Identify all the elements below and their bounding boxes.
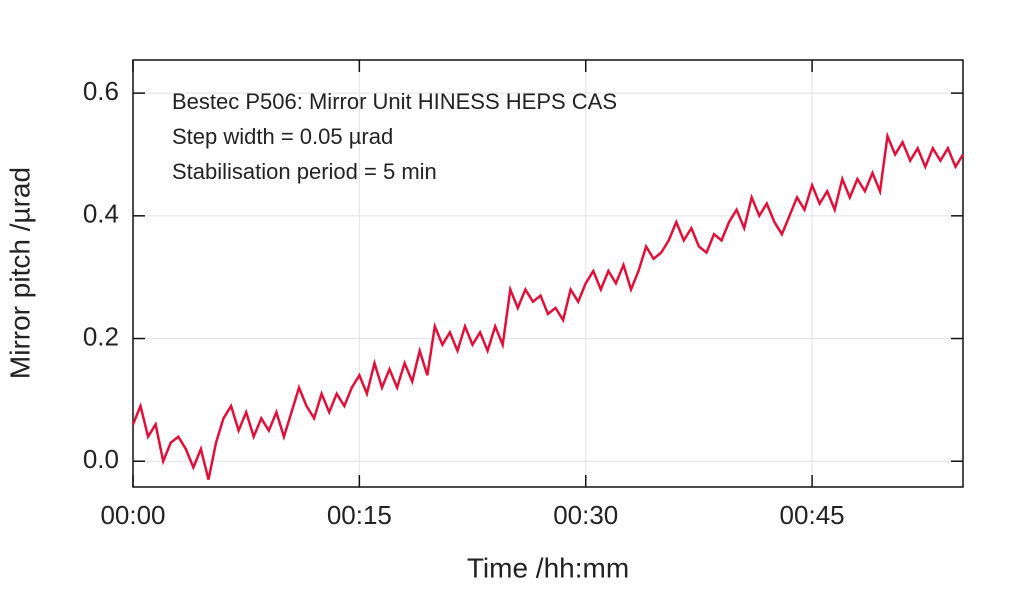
x-tick-label: 00:45	[780, 500, 845, 530]
x-tick-label: 00:00	[100, 500, 165, 530]
annotation: Step width = 0.05 µrad	[172, 124, 393, 149]
x-tick-label: 00:15	[327, 500, 392, 530]
data-line	[131, 131, 965, 480]
x-axis-label: Time /hh:mm	[467, 552, 629, 583]
y-axis-label: Mirror pitch /µrad	[4, 167, 35, 379]
x-tick-label: 00:30	[553, 500, 618, 530]
annotation: Stabilisation period = 5 min	[172, 159, 437, 184]
y-tick-label: 0.2	[83, 321, 119, 351]
y-tick-label: 0.0	[83, 444, 119, 474]
plot-frame	[132, 59, 964, 488]
annotation: Bestec P506: Mirror Unit HINESS HEPS CAS	[172, 89, 617, 114]
y-tick-label: 0.6	[83, 76, 119, 106]
y-tick-label: 0.4	[83, 199, 119, 229]
